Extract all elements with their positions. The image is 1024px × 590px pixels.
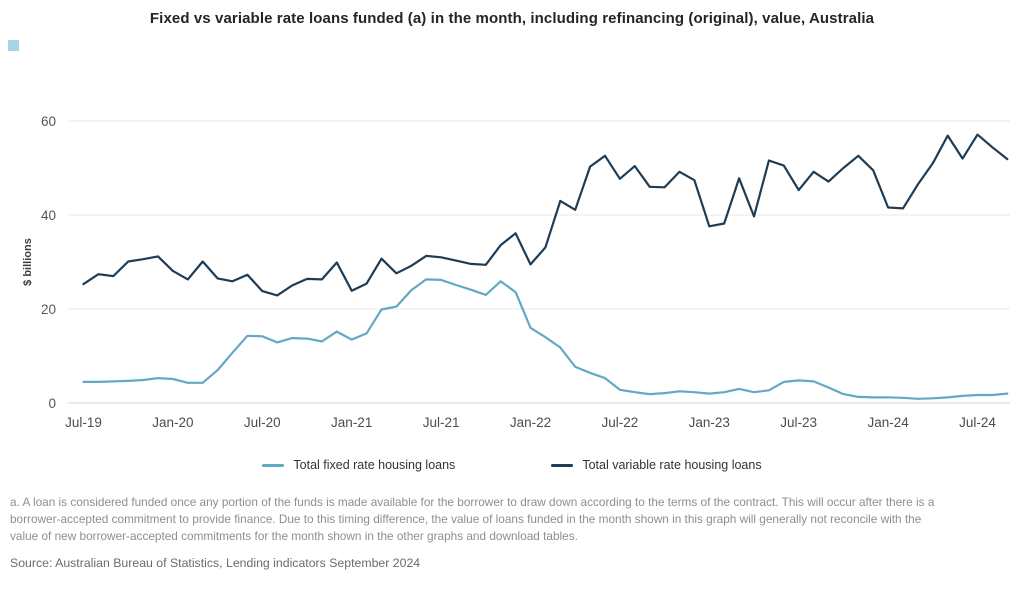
svg-text:Jan-20: Jan-20 bbox=[152, 415, 193, 430]
source-line: Source: Australian Bureau of Statistics,… bbox=[10, 556, 421, 570]
chart-title: Fixed vs variable rate loans funded (a) … bbox=[149, 10, 875, 27]
fixed-line-swatch bbox=[262, 463, 285, 467]
svg-text:Jul-24: Jul-24 bbox=[959, 415, 996, 430]
line-chart-plot: 0 20 40 60 Jul-19 Jan-20 Jul-20 Jan-21 Jul-21 Jan… bbox=[41, 114, 1010, 430]
svg-text:0: 0 bbox=[48, 396, 56, 411]
legend-item-variable: Total variable rate housing loans bbox=[551, 458, 762, 472]
svg-text:Jan-23: Jan-23 bbox=[689, 415, 730, 430]
svg-text:Jan-24: Jan-24 bbox=[867, 415, 909, 430]
svg-text:Jul-20: Jul-20 bbox=[244, 415, 281, 430]
footnote: a. A loan is considered funded once any … bbox=[10, 495, 935, 544]
svg-text:Jul-22: Jul-22 bbox=[602, 415, 639, 430]
variable-line-swatch bbox=[551, 463, 574, 467]
svg-text:20: 20 bbox=[41, 302, 56, 317]
legend-item-fixed: Total fixed rate housing loans bbox=[262, 458, 455, 472]
svg-text:Jan-21: Jan-21 bbox=[331, 415, 372, 430]
svg-text:Jul-23: Jul-23 bbox=[780, 415, 817, 430]
svg-text:Jul-19: Jul-19 bbox=[65, 415, 102, 430]
svg-text:40: 40 bbox=[41, 208, 56, 223]
svg-text:60: 60 bbox=[41, 114, 56, 129]
accent-square-icon bbox=[8, 40, 19, 51]
y-axis-label: $ billions bbox=[22, 238, 34, 286]
legend-label-variable: Total variable rate housing loans bbox=[582, 458, 762, 472]
legend-label-fixed: Total fixed rate housing loans bbox=[293, 458, 456, 472]
legend: Total fixed rate housing loans Total var… bbox=[0, 458, 1024, 472]
svg-text:Jul-21: Jul-21 bbox=[423, 415, 460, 430]
svg-text:Jan-22: Jan-22 bbox=[510, 415, 551, 430]
